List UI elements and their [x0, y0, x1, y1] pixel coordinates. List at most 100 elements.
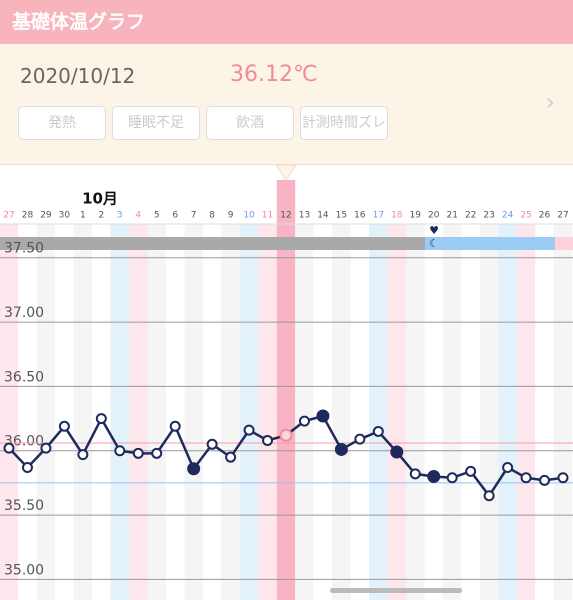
data-point — [298, 415, 310, 427]
data-point — [169, 420, 181, 432]
scroll-indicator — [330, 588, 462, 593]
y-tick-label: 37.00 — [4, 305, 44, 321]
data-point — [21, 461, 33, 473]
day-label: 14 — [317, 211, 329, 221]
day-column — [442, 224, 462, 600]
data-point — [151, 447, 163, 459]
data-point — [372, 425, 384, 437]
day-label: 18 — [391, 211, 403, 221]
day-label: 1 — [80, 211, 86, 221]
heart-icon: ♥ — [429, 224, 439, 237]
day-column — [369, 224, 388, 600]
data-point — [334, 442, 348, 456]
data-point — [243, 424, 255, 436]
day-label: 27 — [3, 211, 14, 221]
y-tick-label: 35.00 — [4, 562, 44, 578]
day-label: 29 — [40, 211, 52, 221]
data-point — [262, 434, 274, 446]
date: 2020/10/12 — [20, 64, 136, 88]
y-tick-label: 35.50 — [4, 498, 44, 514]
day-column — [350, 224, 370, 600]
data-point — [187, 462, 201, 476]
day-column — [147, 224, 166, 600]
day-column — [258, 224, 277, 600]
data-point — [225, 451, 237, 463]
data-point — [114, 445, 126, 457]
tag-button[interactable]: 睡眠不足 — [112, 106, 200, 140]
day-label: 12 — [280, 211, 291, 221]
day-column — [221, 224, 240, 600]
day-label: 10 — [243, 211, 255, 221]
day-label: 16 — [354, 211, 366, 221]
tag-button[interactable]: 計測時間ズレ — [300, 106, 388, 140]
data-point — [390, 445, 404, 459]
day-column — [535, 224, 554, 600]
day-label: 22 — [465, 211, 476, 221]
day-column — [498, 224, 517, 600]
day-label: 17 — [373, 211, 384, 221]
data-point — [557, 472, 569, 484]
day-label: 13 — [299, 211, 310, 221]
data-point — [409, 468, 421, 480]
day-column — [36, 224, 56, 600]
day-label: 8 — [209, 211, 215, 221]
day-column — [424, 224, 443, 600]
day-column — [18, 224, 37, 600]
day-column — [295, 224, 314, 600]
data-point — [483, 490, 495, 502]
day-label: 30 — [59, 211, 71, 221]
tag-button[interactable]: 発熱 — [18, 106, 106, 140]
day-label: 2 — [98, 211, 104, 221]
day-column — [461, 224, 480, 600]
day-column — [479, 224, 499, 600]
data-point — [58, 420, 70, 432]
data-point — [40, 442, 52, 454]
tag-button[interactable]: 飲酒 — [206, 106, 294, 140]
day-label: 3 — [117, 211, 123, 221]
day-column — [202, 224, 222, 600]
next-arrow[interactable]: › — [545, 88, 555, 116]
day-column — [110, 224, 130, 600]
data-point — [465, 465, 477, 477]
day-column — [0, 224, 19, 600]
moon-icon: ☾ — [429, 237, 439, 250]
day-column — [73, 224, 93, 600]
data-point — [3, 442, 15, 454]
day-label: 26 — [539, 211, 551, 221]
day-column — [387, 224, 407, 600]
temperature: 36.12℃ — [230, 62, 318, 87]
pointer — [275, 164, 297, 181]
month-label: 10月 — [82, 190, 118, 208]
day-column — [165, 224, 185, 600]
day-column — [92, 224, 111, 600]
day-label: 24 — [502, 211, 514, 221]
day-label: 20 — [428, 211, 440, 221]
data-point — [502, 461, 514, 473]
phase-band — [555, 237, 573, 250]
data-point — [77, 449, 89, 461]
data-point — [132, 447, 144, 459]
phase-band — [425, 237, 555, 250]
data-point — [520, 472, 532, 484]
data-point — [446, 472, 458, 484]
y-tick-label: 36.00 — [4, 434, 44, 450]
y-tick-label: 36.50 — [4, 369, 44, 385]
day-label: 21 — [446, 211, 457, 221]
day-column — [406, 224, 425, 600]
day-label: 15 — [336, 211, 347, 221]
data-point — [279, 428, 293, 442]
day-column — [553, 224, 573, 600]
day-label: 4 — [135, 211, 141, 221]
data-point — [95, 413, 107, 425]
day-label: 19 — [410, 211, 422, 221]
data-point — [427, 469, 441, 483]
day-label: 5 — [154, 211, 160, 221]
day-label: 6 — [172, 211, 178, 221]
day-column — [184, 224, 203, 600]
y-tick-label: 37.50 — [4, 241, 44, 257]
day-label: 11 — [262, 211, 273, 221]
day-column — [276, 180, 296, 600]
data-point — [539, 474, 551, 486]
